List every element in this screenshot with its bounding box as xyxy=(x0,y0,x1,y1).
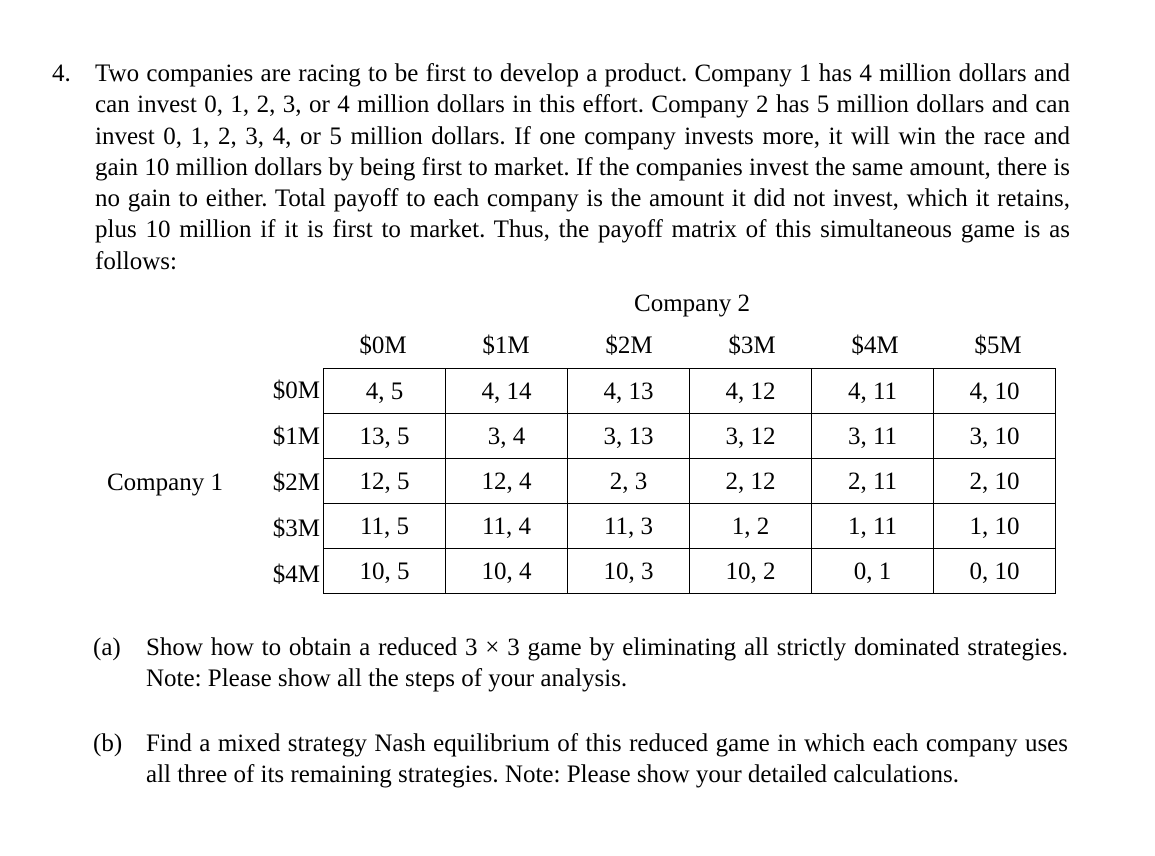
part-text: Show how to obtain a reduced 3 × 3 game … xyxy=(146,632,1068,694)
payoff-cell: 0, 10 xyxy=(933,548,1056,594)
part-line: strategies. Note: Please show all the st… xyxy=(146,634,1068,692)
payoff-cell: 1, 10 xyxy=(933,503,1056,549)
column-header: $4M xyxy=(851,332,899,359)
payoff-cell: 12, 4 xyxy=(445,458,568,504)
problem-line: same amount, there is no gain to either.… xyxy=(95,153,1071,213)
payoff-cell: 13, 5 xyxy=(323,413,446,459)
payoff-cell: 11, 3 xyxy=(567,503,690,549)
column-header: $5M xyxy=(974,332,1022,359)
payoff-cell: 3, 13 xyxy=(567,413,690,459)
payoff-cell: 11, 4 xyxy=(445,503,568,549)
row-header: $1M xyxy=(272,423,320,450)
payoff-matrix: 4, 5 4, 14 4, 13 4, 12 4, 11 4, 10 13, 5… xyxy=(323,368,1056,594)
matrix-row: 4, 5 4, 14 4, 13 4, 12 4, 11 4, 10 xyxy=(323,368,1056,414)
part-line: Show how to obtain a reduced 3 × 3 game … xyxy=(146,634,960,661)
row-header: $0M xyxy=(272,377,320,404)
payoff-cell: 3, 12 xyxy=(689,413,812,459)
payoff-cell: 4, 10 xyxy=(933,368,1056,414)
problem-line: of this simultaneous game is as follows: xyxy=(95,216,1071,275)
payoff-cell: 12, 5 xyxy=(323,458,446,504)
matrix-row: 11, 5 11, 4 11, 3 1, 2 1, 11 1, 10 xyxy=(323,503,1056,549)
matrix-row: 10, 5 10, 4 10, 3 10, 2 0, 1 0, 10 xyxy=(323,548,1056,594)
problem-line: the race and gain 10 million dollars by … xyxy=(95,122,1070,181)
column-header: $1M xyxy=(482,332,530,359)
payoff-cell: 4, 11 xyxy=(811,368,934,414)
payoff-cell: 11, 5 xyxy=(323,503,446,549)
matrix-row: 13, 5 3, 4 3, 13 3, 12 3, 11 3, 10 xyxy=(323,413,1056,459)
payoff-cell: 2, 11 xyxy=(811,458,934,504)
payoff-cell: 10, 5 xyxy=(323,548,446,594)
problem-line: and can invest 0, 1, 2, 3, 4, or 5 milli… xyxy=(95,91,1071,150)
problem-line: Two companies are racing to be first to … xyxy=(95,60,1027,87)
payoff-cell: 4, 12 xyxy=(689,368,812,414)
problem-number: 4. xyxy=(52,60,71,87)
payoff-cell: 2, 10 xyxy=(933,458,1056,504)
payoff-cell: 3, 10 xyxy=(933,413,1056,459)
column-header: $0M xyxy=(359,332,407,359)
payoff-cell: 10, 2 xyxy=(689,548,812,594)
part-line: Find a mixed strategy Nash equilibrium o… xyxy=(146,730,1018,757)
part-line: uses all three of its remaining strategi… xyxy=(146,730,1069,788)
payoff-cell: 4, 5 xyxy=(323,368,446,414)
problem-line: and can invest 0, 1, 2, 3, or 4 million … xyxy=(95,60,1070,119)
problem-line: not invest, which it retains, plus 10 mi… xyxy=(95,185,1070,244)
part-label: (b) xyxy=(93,730,123,757)
column-header: $2M xyxy=(605,332,653,359)
payoff-cell: 4, 14 xyxy=(445,368,568,414)
part-label: (a) xyxy=(93,634,121,661)
payoff-cell: 4, 13 xyxy=(567,368,690,414)
payoff-cell: 2, 3 xyxy=(567,458,690,504)
row-player-label: Company 1 xyxy=(107,469,223,496)
column-header: $3M xyxy=(728,332,776,359)
row-header: $4M xyxy=(272,561,320,588)
payoff-cell: 3, 4 xyxy=(445,413,568,459)
payoff-cell: 10, 4 xyxy=(445,548,568,594)
payoff-cell: 10, 3 xyxy=(567,548,690,594)
column-player-label: Company 2 xyxy=(634,290,750,317)
row-header: $3M xyxy=(272,515,320,542)
row-header: $2M xyxy=(272,469,320,496)
payoff-cell: 1, 2 xyxy=(689,503,812,549)
problem-text: Two companies are racing to be first to … xyxy=(95,58,1070,277)
payoff-cell: 3, 11 xyxy=(811,413,934,459)
part-text: Find a mixed strategy Nash equilibrium o… xyxy=(146,728,1068,790)
payoff-cell: 0, 1 xyxy=(811,548,934,594)
matrix-row: 12, 5 12, 4 2, 3 2, 12 2, 11 2, 10 xyxy=(323,458,1056,504)
payoff-cell: 1, 11 xyxy=(811,503,934,549)
payoff-cell: 2, 12 xyxy=(689,458,812,504)
